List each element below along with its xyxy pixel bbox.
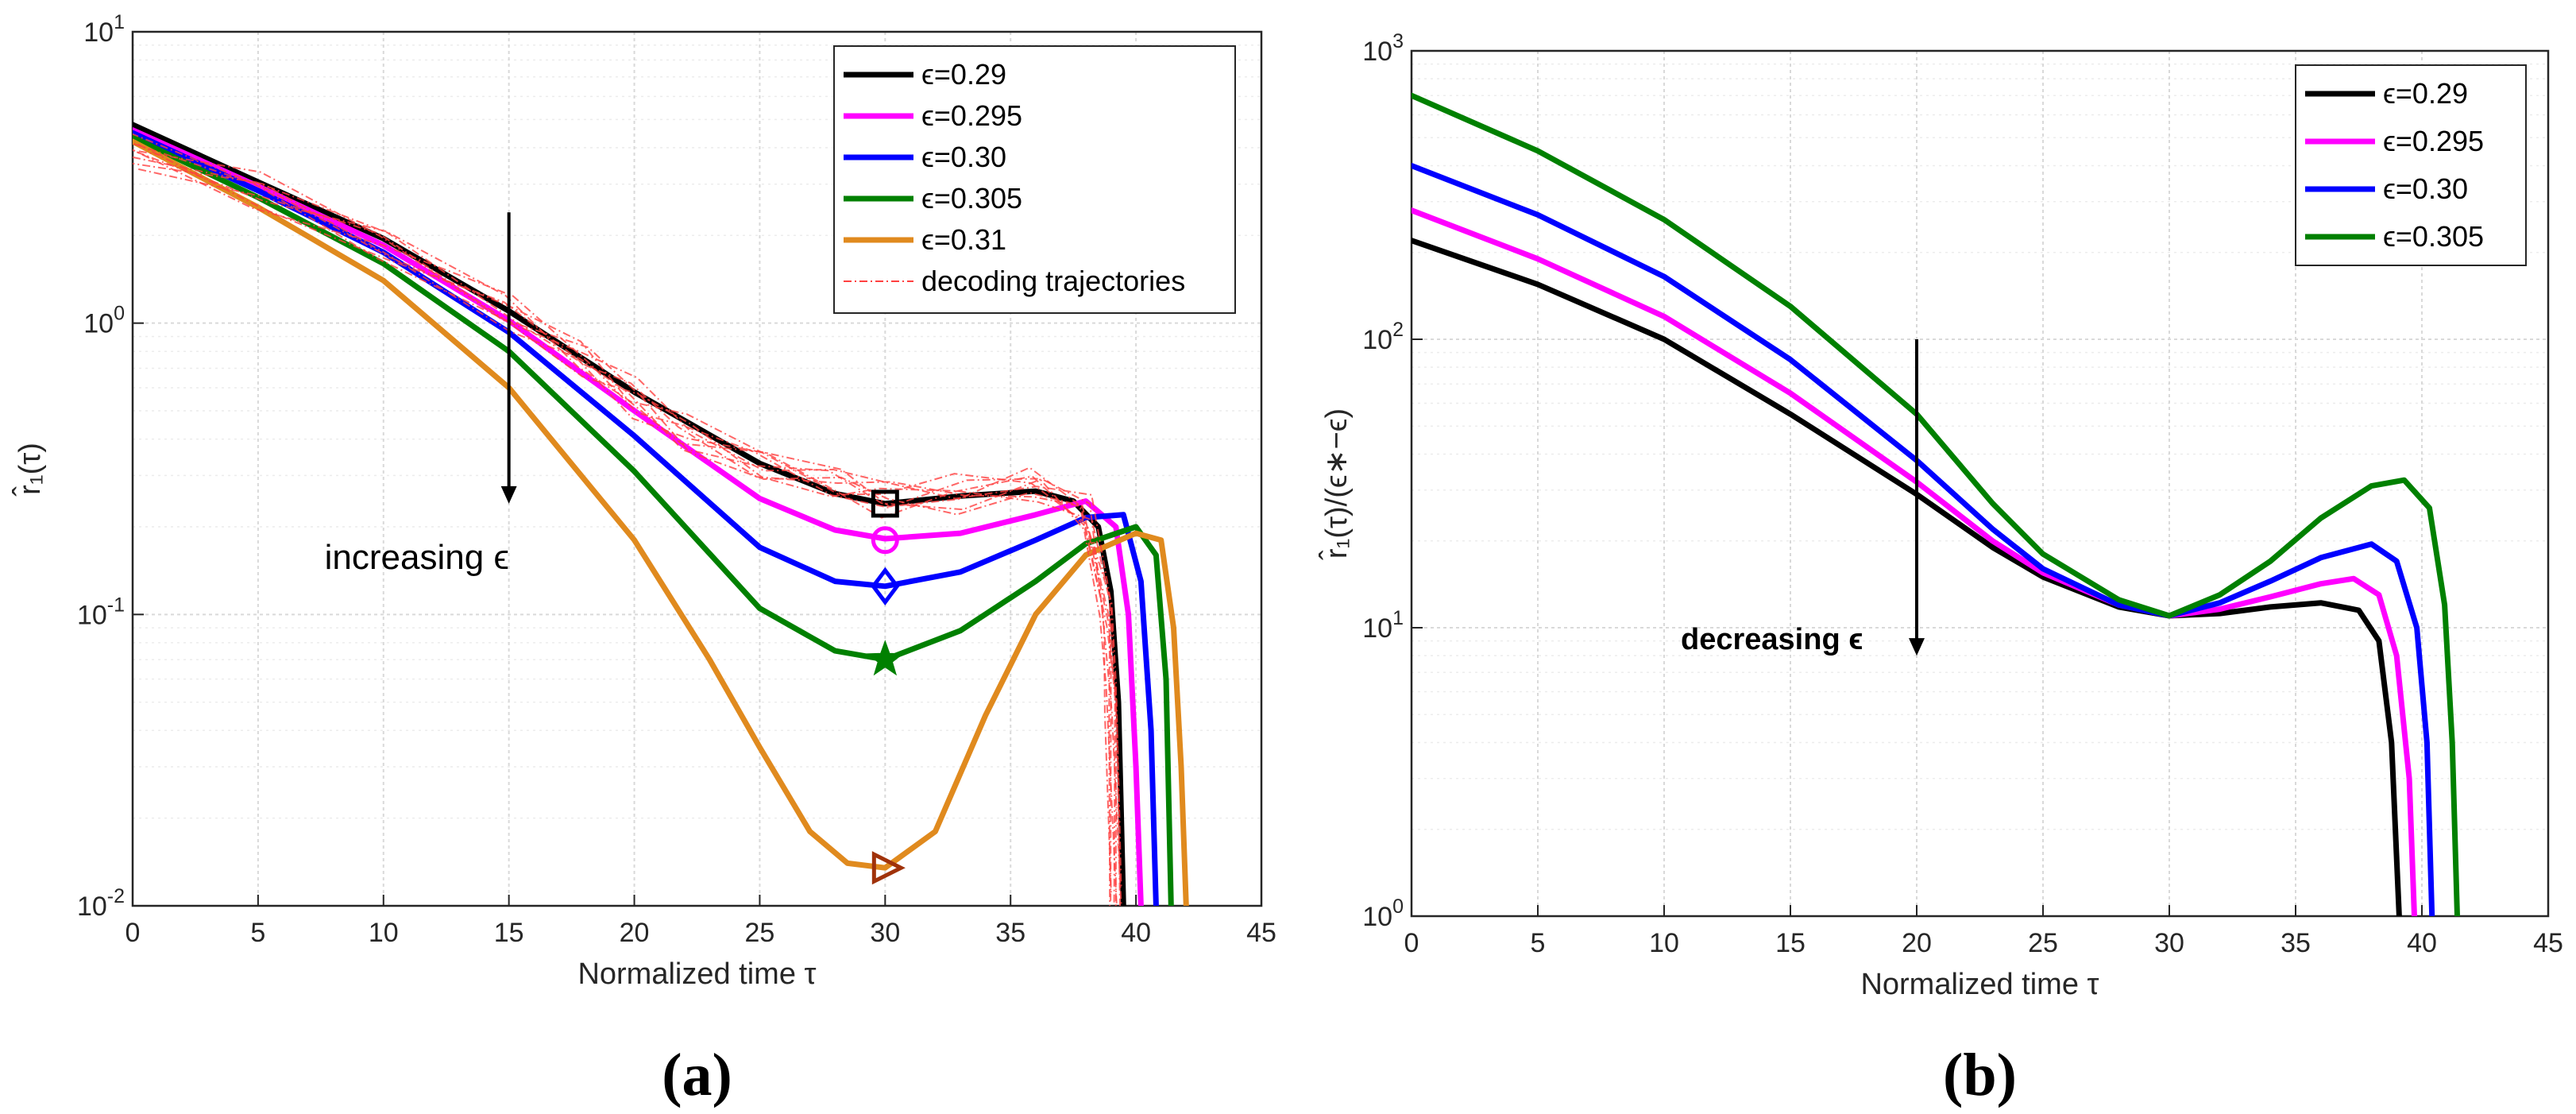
x-tick-label: 25	[745, 918, 775, 948]
x-tick-label: 20	[620, 918, 650, 948]
series-line-1	[133, 127, 1144, 906]
legend-label: ϵ=0.295	[2383, 125, 2484, 157]
x-tick-label: 35	[2281, 928, 2311, 958]
marker-square	[871, 489, 899, 518]
y-tick-label: 10-2	[77, 885, 125, 922]
legend-label: ϵ=0.30	[2383, 172, 2468, 205]
legend-label: decoding trajectories	[921, 265, 1185, 297]
panel-label: (a)	[662, 1042, 732, 1108]
annotation-arrowhead	[500, 485, 517, 504]
legend-label: ϵ=0.30	[921, 141, 1006, 173]
y-axis-label: r̂₁(τ)/(ϵ∗−ϵ)	[1318, 408, 1354, 561]
x-tick-label: 15	[494, 918, 524, 948]
chart-panel-a: 0 5 10 15 20 25 30 35 40 45 10-2 10-1 100 101 Normaliz…	[11, 11, 1276, 1108]
series-line-3	[1412, 92, 2460, 916]
x-tick-label: 5	[250, 918, 265, 948]
series-group	[1412, 92, 2460, 916]
chart-panel-b: 0 5 10 15 20 25 30 35 40 45 100 101 102 103 Normalized…	[1318, 30, 2563, 1108]
legend-label: ϵ=0.305	[2383, 220, 2484, 253]
series-decoding-trajectory	[136, 151, 1118, 906]
legend-label: ϵ=0.295	[921, 99, 1022, 132]
marker-triangle-right	[871, 851, 906, 885]
series-decoding-trajectory	[138, 150, 1112, 901]
y-tick-label: 10-1	[77, 594, 125, 630]
legend-label: ϵ=0.31	[921, 223, 1006, 256]
y-axis-label: r̂₁(τ)	[11, 443, 47, 497]
x-tick-label: 45	[1246, 918, 1276, 948]
marker-circle	[871, 526, 899, 555]
series-line-0	[1412, 238, 2402, 916]
axes-box	[1410, 49, 2550, 918]
series-group	[133, 122, 1189, 906]
x-tick-label: 10	[1649, 928, 1679, 958]
x-tick-label: 20	[1902, 928, 1932, 958]
x-tick-label: 25	[2028, 928, 2058, 958]
x-tick-label: 35	[995, 918, 1025, 948]
x-tick-label: 30	[2154, 928, 2184, 958]
annotation-text: increasing ϵ	[325, 538, 509, 577]
legend: ϵ=0.29 ϵ=0.295 ϵ=0.30 ϵ=0.305	[2295, 64, 2527, 266]
panel-label: (b)	[1943, 1042, 2017, 1108]
x-tick-label: 45	[2533, 928, 2563, 958]
x-tick-label: 15	[1775, 928, 1806, 958]
legend-label: ϵ=0.305	[921, 182, 1022, 215]
x-axis-label: Normalized time τ	[1860, 968, 2099, 1001]
y-tick-label: 102	[1362, 319, 1404, 355]
x-axis-label: Normalized time τ	[577, 957, 816, 991]
marker-diamond	[871, 567, 900, 605]
x-tick-label: 10	[369, 918, 399, 948]
y-tick-label: 100	[83, 303, 125, 339]
axes-box	[131, 30, 1263, 907]
legend-box	[2295, 64, 2527, 266]
annotation-arrowhead	[1909, 638, 1925, 656]
y-tick-label: 101	[83, 11, 125, 48]
x-tick-label: 40	[2407, 928, 2437, 958]
legend-box	[833, 45, 1236, 314]
legend: ϵ=0.29 ϵ=0.295 ϵ=0.30 ϵ=0.305 ϵ=0.31 decoding…	[833, 45, 1236, 314]
series-decoding-trajectory	[133, 149, 1118, 906]
series-decoding-trajectory	[133, 133, 1122, 888]
annotation-text: decreasing ϵ	[1681, 623, 1863, 656]
x-tick-label: 5	[1531, 928, 1546, 958]
legend-label: ϵ=0.29	[921, 58, 1006, 91]
series-decoding-trajectory	[137, 168, 1111, 906]
x-tick-label: 40	[1121, 918, 1151, 948]
legend-label: ϵ=0.29	[2383, 77, 2468, 110]
x-tick-label: 0	[126, 918, 141, 948]
y-tick-label: 103	[1362, 30, 1404, 67]
y-tick-label: 101	[1362, 607, 1404, 644]
marker-star	[866, 640, 905, 676]
y-tick-label: 100	[1362, 895, 1404, 932]
x-tick-label: 0	[1404, 928, 1419, 958]
x-tick-label: 30	[870, 918, 900, 948]
